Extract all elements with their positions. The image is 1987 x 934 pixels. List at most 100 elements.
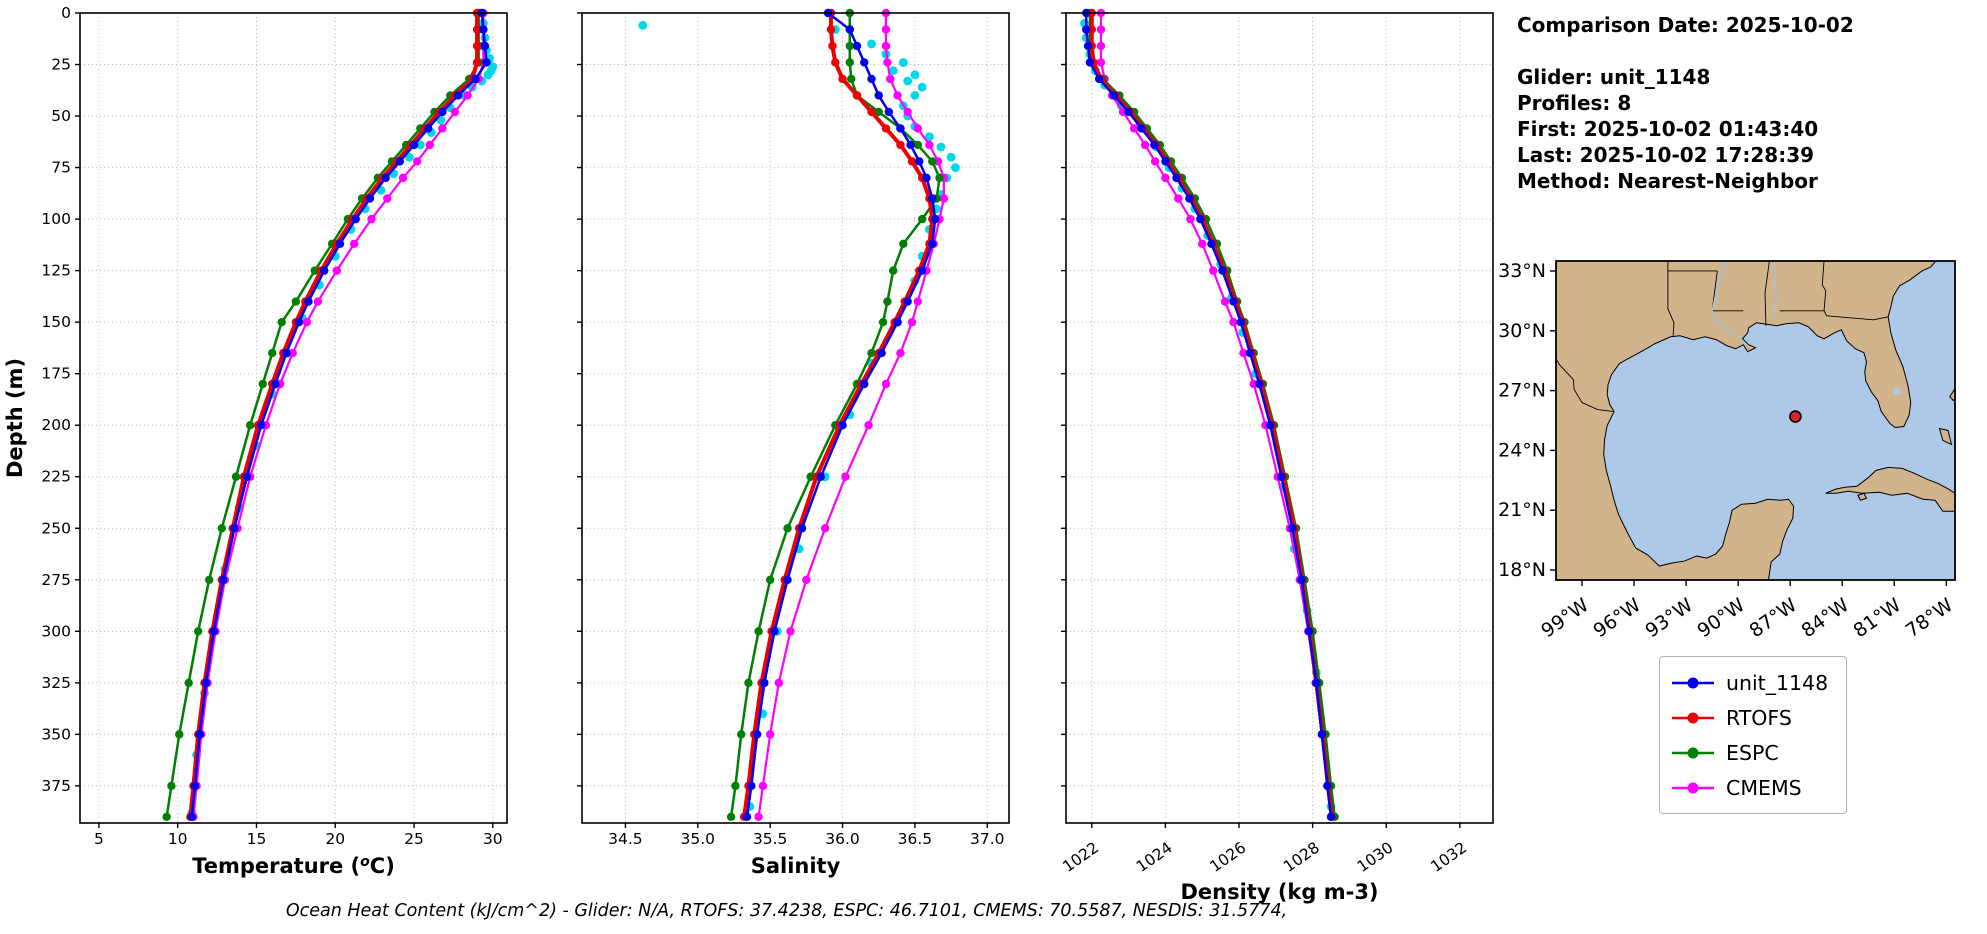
legend-line-rtofs-icon [1672,712,1714,723]
svg-text:275: 275 [41,571,71,589]
svg-text:87°W: 87°W [1745,594,1801,642]
info-comparison-date: Comparison Date: 2025-10-02 [1517,13,1854,37]
temperature-series-CMEMS [189,8,488,822]
legend-item-espc: ESPC [1670,735,1828,770]
ocean-heat-content-caption: Ocean Heat Content (kJ/cm^2) - Glider: N… [285,901,1288,921]
svg-text:96°W: 96°W [1589,594,1645,642]
svg-text:5: 5 [94,830,104,848]
map-river [1772,260,1778,319]
map-border-line [1764,260,1770,326]
map-land [1555,260,1938,581]
info-last: Last: 2025-10-02 17:28:39 [1517,143,1815,167]
map-lake-okeechobee [1892,388,1901,396]
svg-text:27°N: 27°N [1498,380,1546,402]
svg-text:15: 15 [247,830,267,848]
salinity-tick-labels: 34.5 35.0 35.5 36.0 36.5 37.0 [608,830,1004,848]
svg-text:300: 300 [41,622,71,640]
svg-text:37.0: 37.0 [970,830,1005,848]
map-ticks [1550,270,1948,586]
svg-text:75: 75 [51,159,71,177]
salinity-series-ESPC [726,8,944,822]
svg-text:125: 125 [41,262,71,280]
svg-text:25: 25 [51,56,71,74]
info-spacer [1517,38,1854,64]
density-series-CMEMS [1096,8,1336,822]
map-river [1711,260,1749,347]
svg-text:1022: 1022 [1059,839,1102,876]
legend-line-cmems-icon [1672,782,1714,793]
svg-text:33°N: 33°N [1498,260,1546,282]
legend-label: RTOFS [1726,705,1792,730]
svg-text:35.0: 35.0 [681,830,716,848]
svg-text:30°N: 30°N [1498,320,1546,342]
svg-text:1030: 1030 [1354,839,1397,876]
density-series-RTOFS [1087,8,1336,822]
map-border-line [1779,310,1889,321]
info-glider: Glider: unit_1148 [1517,65,1711,89]
info-first: First: 2025-10-02 01:43:40 [1517,117,1819,141]
svg-text:34.5: 34.5 [608,830,643,848]
glider-location-marker [1789,410,1802,423]
svg-text:1028: 1028 [1280,839,1323,876]
legend-label: ESPC [1726,740,1779,765]
density-axes-frame [1065,12,1494,824]
svg-text:325: 325 [41,674,71,692]
svg-text:1024: 1024 [1133,839,1176,876]
density-ticks [1061,12,1461,828]
salinity-series-RTOFS [739,8,937,822]
legend-item-rtofs: RTOFS [1670,700,1828,735]
legend-label: CMEMS [1726,775,1802,800]
svg-text:36.5: 36.5 [898,830,933,848]
density-axis-label: Density (kg m-3) [1180,880,1378,904]
svg-text:36.0: 36.0 [825,830,860,848]
legend-label: unit_1148 [1726,670,1829,695]
svg-text:90°W: 90°W [1693,594,1749,642]
map-frame [1555,260,1956,581]
map-border-line [1821,260,1827,311]
map-border-line [1667,261,1675,336]
map-land [1938,427,1953,446]
density-glider-raw-scatter [1080,18,1336,811]
salinity-axes-frame [581,12,1010,824]
svg-text:0: 0 [61,4,71,22]
density-chart: 1022 1024 1026 1028 1030 1032 Density (kg m-3) [1059,8,1494,904]
svg-text:150: 150 [41,313,71,331]
legend-item-unit-1148: unit_1148 [1670,665,1828,700]
temperature-axis-label: Temperature (oC) [192,854,395,878]
temperature-ticks [75,12,494,828]
map-border-line [1555,358,1615,412]
salinity-axis-label: Salinity [751,854,841,878]
svg-text:10: 10 [168,830,188,848]
svg-text:250: 250 [41,519,71,537]
svg-text:99°W: 99°W [1537,594,1593,642]
legend-line-espc-icon [1672,747,1714,758]
info-method: Method: Nearest-Neighbor [1517,169,1818,193]
svg-text:350: 350 [41,725,71,743]
info-panel: Comparison Date: 2025-10-02 Glider: unit… [1517,12,1854,194]
svg-text:20: 20 [325,830,345,848]
svg-text:200: 200 [41,416,71,434]
info-profiles: Profiles: 8 [1517,91,1632,115]
svg-text:24°N: 24°N [1498,439,1546,461]
depth-axis-label: Depth (m) [3,358,27,478]
svg-text:78°W: 78°W [1902,594,1958,642]
legend-line-glider-icon [1672,677,1714,688]
density-series-ESPC [1085,8,1339,822]
svg-text:175: 175 [41,365,71,383]
svg-text:50: 50 [51,107,71,125]
density-series-unit_1148 [1082,8,1336,822]
svg-text:1026: 1026 [1207,839,1250,876]
svg-text:81°W: 81°W [1850,594,1906,642]
svg-text:25: 25 [404,830,424,848]
svg-text:100: 100 [41,210,71,228]
svg-text:35.5: 35.5 [753,830,788,848]
svg-text:375: 375 [41,777,71,795]
svg-text:93°W: 93°W [1641,594,1697,642]
salinity-series-CMEMS [754,8,949,822]
map-land [1825,466,1956,512]
salinity-gridlines [582,12,1009,823]
salinity-series-unit_1148 [742,8,940,822]
temperature-axes-frame [79,12,508,824]
temperature-tick-labels: 5 10 15 20 25 3002550751001251501752002252502… [41,4,502,848]
density-tick-labels: 1022 1024 1026 1028 1030 1032 [1059,839,1470,876]
